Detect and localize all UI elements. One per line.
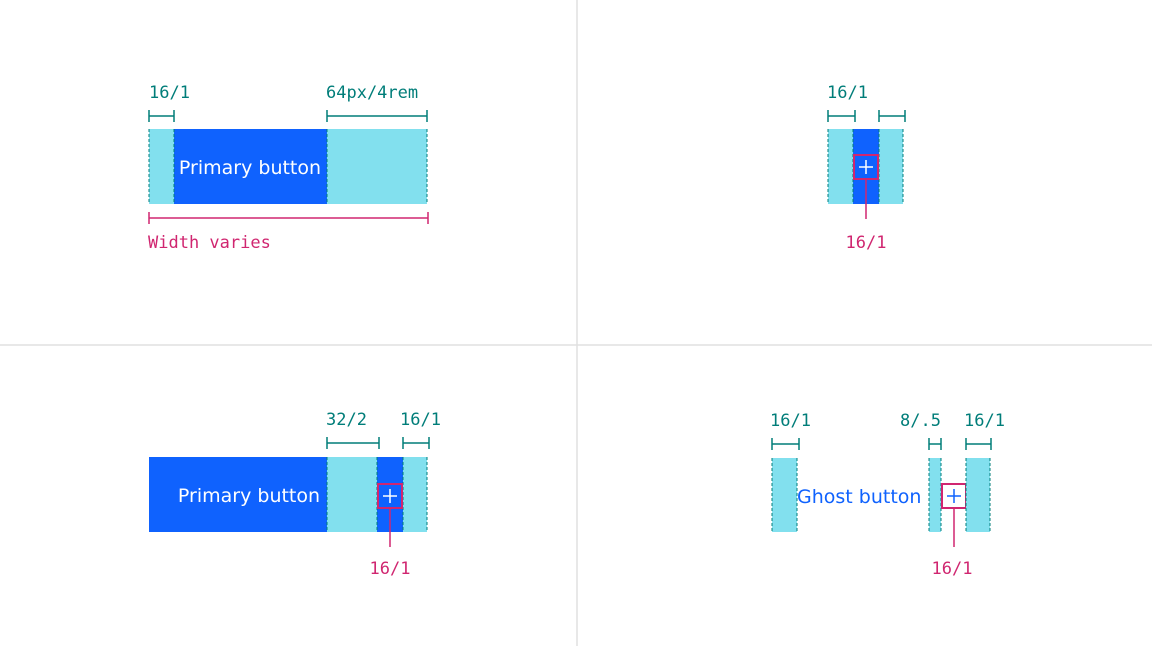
left-padding-zone [149,129,174,204]
plus-icon [383,489,397,503]
icon-size-label: 16/1 [370,559,411,579]
right-padding-zone [966,458,990,532]
gap-zone [929,458,941,532]
primary-button-body [149,457,327,532]
left-padding-dimension [148,110,175,122]
left-padding-zone [828,129,853,204]
plus-icon [947,489,961,503]
icon-size-label: 16/1 [846,233,887,253]
right-padding-dimension [402,437,430,449]
panel-primary-button-spec: Primary button 16/1 64px/4rem Width vari… [148,83,429,253]
panel-ghost-button-spec: Ghost button 16/1 16/1 8/.5 [770,411,1005,579]
left-padding-dimension [771,438,800,450]
gap-dimension [928,438,942,450]
plus-icon [859,160,873,174]
width-varies-label: Width varies [148,233,271,253]
gap-label: 32/2 [326,410,367,430]
right-padding-label: 64px/4rem [326,83,418,103]
primary-button-label: Primary button [178,485,320,507]
left-padding-label: 16/1 [770,411,811,431]
icon-size-label: 16/1 [932,559,973,579]
ghost-button-label: Ghost button [797,486,921,508]
right-padding-zone [327,129,427,204]
left-padding-dimension [827,110,856,122]
gap-dimension [326,437,380,449]
left-padding-zone [772,458,797,532]
left-padding-label: 16/1 [149,83,190,103]
padding-label: 16/1 [827,83,868,103]
right-padding-dimension [326,110,428,122]
right-padding-dimension [878,110,906,122]
panel-icon-only-button-spec: 16/1 16/1 [827,83,906,253]
gap-zone [327,457,377,532]
gap-label: 8/.5 [900,411,941,431]
panel-primary-button-with-icon-spec: Primary button 16/1 32/2 16/1 [149,410,441,579]
width-dimension [148,212,429,224]
primary-button-label: Primary button [179,157,321,179]
right-padding-label: 16/1 [400,410,441,430]
right-padding-zone [403,457,427,532]
right-padding-dimension [965,438,992,450]
primary-button-body [174,129,327,204]
right-padding-zone [879,129,903,204]
right-padding-label: 16/1 [964,411,1005,431]
